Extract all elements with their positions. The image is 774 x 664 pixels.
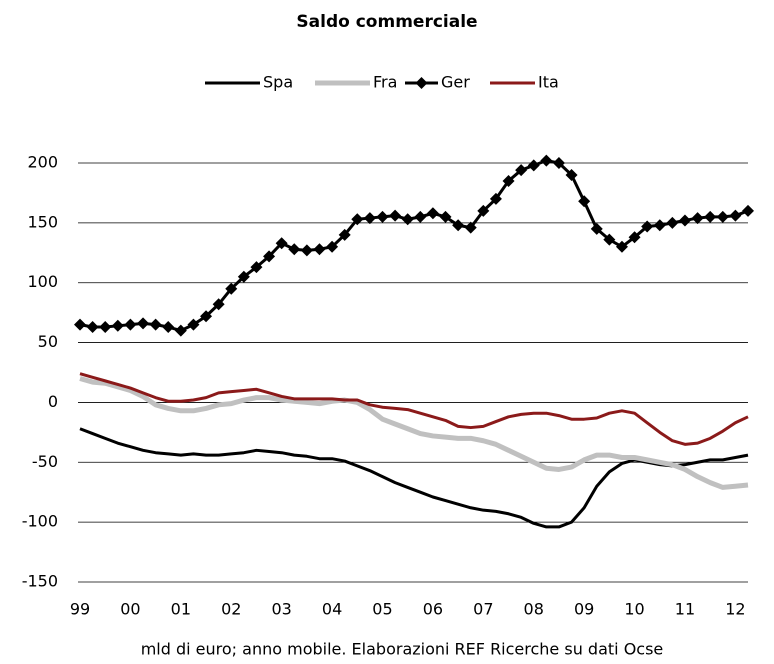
series-marker: [628, 231, 641, 244]
series-marker: [137, 317, 150, 330]
series-marker: [464, 221, 477, 234]
x-tick-label: 03: [271, 600, 291, 619]
x-tick-label: 00: [120, 600, 140, 619]
series-marker: [338, 228, 351, 241]
series-marker: [477, 204, 490, 217]
series-marker: [691, 212, 704, 225]
series-marker: [527, 159, 540, 172]
series-marker: [351, 213, 364, 226]
series-marker: [74, 318, 86, 331]
series-marker: [225, 282, 238, 295]
series-marker: [124, 318, 137, 331]
series-marker: [300, 244, 313, 257]
series-marker: [603, 233, 616, 246]
x-tick-label: 09: [574, 600, 594, 619]
x-tick-label: 07: [473, 600, 493, 619]
y-tick-label: -100: [22, 512, 58, 531]
y-tick-label: -150: [22, 572, 58, 591]
legend-label: Ita: [538, 73, 559, 92]
series-marker: [263, 250, 276, 263]
x-tick-label: 12: [725, 600, 745, 619]
series-marker: [641, 220, 654, 233]
y-tick-label: 0: [48, 392, 58, 411]
series-marker: [590, 222, 603, 235]
series-marker: [704, 210, 717, 223]
series-marker: [174, 324, 187, 337]
series-marker: [389, 209, 402, 222]
series-marker: [489, 192, 502, 205]
x-tick-label: 11: [675, 600, 695, 619]
legend-label: Ger: [441, 73, 470, 92]
series-marker: [666, 216, 679, 229]
series-marker: [212, 298, 225, 311]
x-tick-label: 08: [524, 600, 544, 619]
series-marker: [237, 270, 250, 283]
y-tick-label: 100: [27, 272, 58, 291]
series-marker: [439, 210, 452, 223]
series-line: [79, 372, 749, 446]
series-marker: [401, 213, 414, 226]
footnote: mld di euro; anno mobile. Elaborazioni R…: [141, 640, 664, 659]
series-marker: [313, 243, 326, 256]
series-marker: [515, 164, 528, 177]
series-marker: [99, 321, 112, 334]
y-tick-label: -50: [32, 452, 58, 471]
series-marker: [149, 318, 162, 331]
x-tick-label: 06: [423, 600, 443, 619]
series-marker: [162, 321, 175, 334]
legend-label: Fra: [373, 73, 397, 92]
legend-marker: [415, 77, 428, 89]
series-marker: [552, 157, 565, 169]
x-tick-label: 05: [372, 600, 392, 619]
series-marker: [653, 219, 666, 232]
series-marker: [540, 154, 553, 167]
x-tick-label: 01: [171, 600, 191, 619]
series-marker: [502, 174, 515, 187]
series-marker: [288, 243, 301, 256]
series-marker: [363, 212, 376, 225]
legend-label: Spa: [263, 73, 293, 92]
series-marker: [414, 210, 427, 223]
x-tick-label: 10: [624, 600, 644, 619]
series-marker: [565, 168, 578, 181]
series-marker: [250, 261, 263, 274]
series-line: [79, 376, 749, 490]
y-tick-label: 200: [27, 153, 58, 172]
series-line: [79, 427, 749, 529]
series-marker: [326, 240, 339, 253]
series-marker: [275, 237, 288, 250]
series-marker: [742, 204, 754, 217]
x-tick-label: 04: [322, 600, 342, 619]
series-marker: [578, 195, 591, 208]
series-marker: [111, 319, 124, 332]
series-line: [79, 159, 749, 333]
series-marker: [452, 219, 465, 232]
x-tick-label: 02: [221, 600, 241, 619]
series-marker: [729, 209, 742, 222]
series-marker: [86, 321, 99, 334]
x-tick-label: 99: [70, 600, 90, 619]
series-marker: [426, 207, 439, 220]
series-marker: [678, 214, 691, 227]
chart-title: Saldo commerciale: [296, 12, 477, 32]
series-marker: [376, 210, 389, 223]
y-tick-label: 50: [38, 332, 58, 351]
y-tick-label: 150: [27, 212, 58, 231]
series-marker: [716, 210, 729, 223]
series-marker: [200, 310, 213, 323]
series-marker: [615, 240, 628, 253]
series-marker: [187, 318, 200, 331]
